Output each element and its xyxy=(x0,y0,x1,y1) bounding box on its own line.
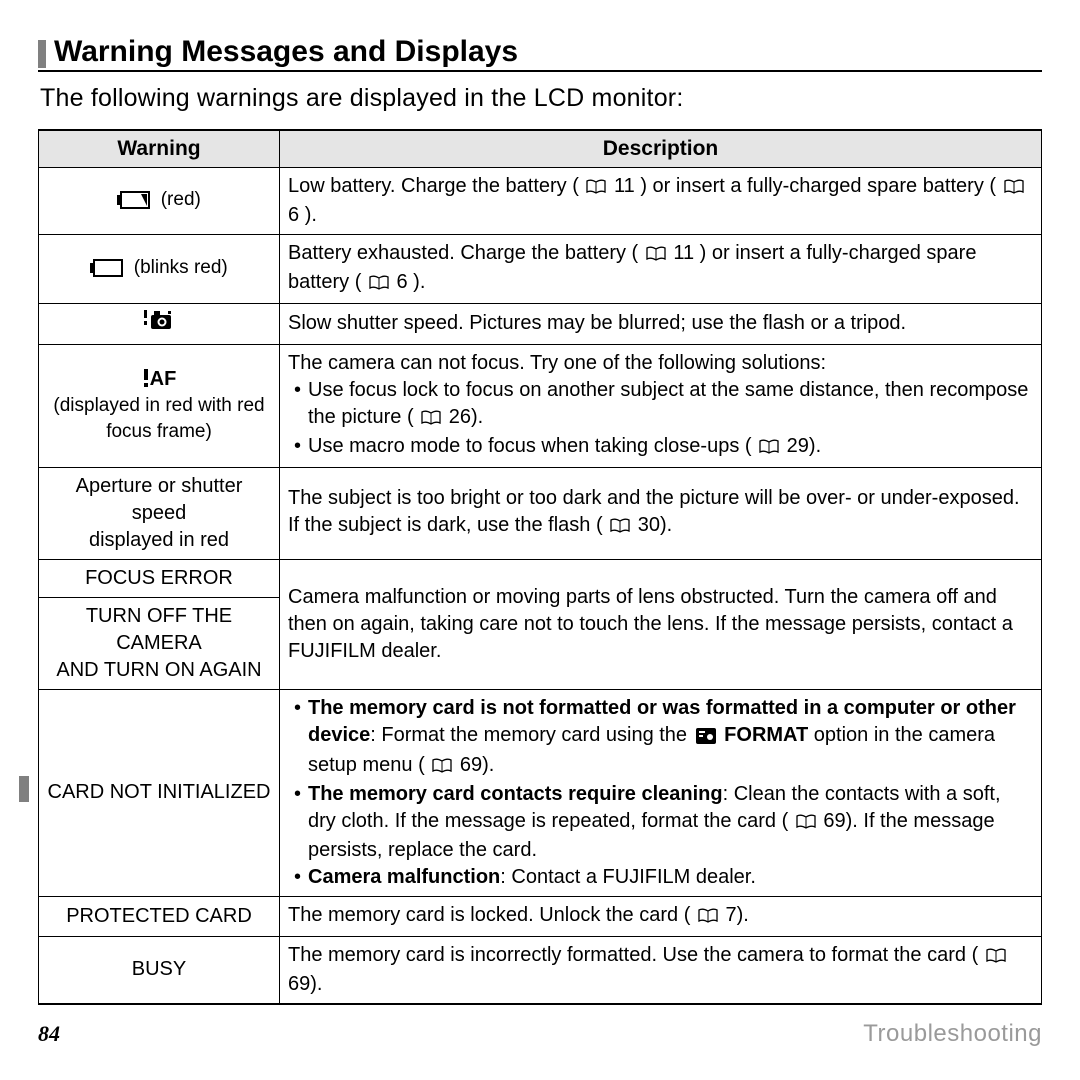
text-bold: Camera malfunction xyxy=(308,866,500,888)
col-warning: Warning xyxy=(39,130,280,168)
intro-text: The following warnings are displayed in … xyxy=(40,84,1042,113)
bullet-list: The memory card is not formatted or was … xyxy=(288,695,1033,891)
manual-ref-icon xyxy=(610,514,630,541)
table-row: FOCUS ERROR Camera malfunction or moving… xyxy=(39,559,1042,597)
page-ref: 29 xyxy=(787,435,809,457)
list-item: Use focus lock to focus on another subje… xyxy=(294,377,1033,433)
text: : Format the memory card using the xyxy=(370,724,692,746)
text: Use macro mode to focus when taking clos… xyxy=(308,435,752,457)
description-cell: Battery exhausted. Charge the battery ( … xyxy=(280,234,1042,303)
warning-label: AND TURN ON AGAIN xyxy=(47,657,271,684)
warnings-table: Warning Description (red) Low battery. C… xyxy=(38,129,1042,1005)
manual-page: Warning Messages and Displays The follow… xyxy=(0,0,1080,1080)
manual-ref-icon xyxy=(432,754,452,781)
warning-note: focus frame) xyxy=(47,419,271,445)
manual-ref-icon xyxy=(759,435,779,462)
format-icon xyxy=(696,725,716,752)
text: ). xyxy=(737,904,749,926)
warning-label: BUSY xyxy=(39,936,280,1004)
manual-ref-icon xyxy=(646,242,666,269)
warning-label: Aperture or shutter speed xyxy=(47,473,271,527)
page-ref: 69 xyxy=(288,973,310,995)
text: ). xyxy=(660,514,672,536)
page-footer: 84 Troubleshooting xyxy=(0,1020,1080,1048)
page-ref: 30 xyxy=(638,514,660,536)
description-cell: The camera can not focus. Try one of the… xyxy=(280,344,1042,467)
text: ). xyxy=(471,406,483,428)
text: Use focus lock to focus on another subje… xyxy=(308,379,1028,428)
section-name: Troubleshooting xyxy=(863,1020,1042,1048)
warning-label: displayed in red xyxy=(47,527,271,554)
list-item: The memory card contacts require cleanin… xyxy=(294,781,1033,864)
battery-low-icon xyxy=(117,189,151,216)
text: The memory card is incorrectly formatted… xyxy=(288,944,978,966)
section-heading: Warning Messages and Displays xyxy=(38,36,1042,72)
text: Low battery. Charge the battery ( xyxy=(288,175,579,197)
text: : Contact a FUJIFILM dealer. xyxy=(500,866,756,888)
text: ). xyxy=(310,973,322,995)
col-description: Description xyxy=(280,130,1042,168)
page-ref: 11 xyxy=(614,175,635,197)
text: ). xyxy=(482,754,494,776)
table-row: Aperture or shutter speed displayed in r… xyxy=(39,467,1042,559)
manual-ref-icon xyxy=(586,175,606,202)
page-ref: 6 xyxy=(396,271,407,293)
heading-accent-bar xyxy=(38,40,46,68)
list-item: The memory card is not formatted or was … xyxy=(294,695,1033,781)
camera-shake-icon xyxy=(144,309,174,339)
text: The memory card is locked. Unlock the ca… xyxy=(288,904,690,926)
battery-empty-icon xyxy=(90,257,124,284)
table-row: AF (displayed in red with red focus fram… xyxy=(39,344,1042,467)
page-ref: 11 xyxy=(673,242,694,264)
page-ref: 7 xyxy=(726,904,737,926)
description-cell: The memory card is not formatted or was … xyxy=(280,689,1042,896)
page-ref: 69 xyxy=(823,810,845,832)
text: ). xyxy=(809,435,821,457)
manual-ref-icon xyxy=(698,904,718,931)
bullet-list: Use focus lock to focus on another subje… xyxy=(288,377,1033,462)
table-row: BUSY The memory card is incorrectly form… xyxy=(39,936,1042,1004)
page-ref: 26 xyxy=(449,406,471,428)
text: ). xyxy=(305,204,317,226)
description-cell: Slow shutter speed. Pictures may be blur… xyxy=(280,303,1042,344)
description-cell: Camera malfunction or moving parts of le… xyxy=(280,559,1042,689)
description-cell: The memory card is incorrectly formatted… xyxy=(280,936,1042,1004)
warning-label: TURN OFF THE CAMERA xyxy=(47,603,271,657)
table-row: (red) Low battery. Charge the battery ( … xyxy=(39,167,1042,234)
page-ref: 6 xyxy=(288,204,299,226)
af-warning-icon: AF xyxy=(142,368,177,390)
text-bold: The memory card contacts require cleanin… xyxy=(308,783,723,805)
table-row: Slow shutter speed. Pictures may be blur… xyxy=(39,303,1042,344)
warning-label: FOCUS ERROR xyxy=(39,559,280,597)
heading-text: Warning Messages and Displays xyxy=(54,36,518,68)
text: ) or insert a fully-charged spare batter… xyxy=(640,175,996,197)
manual-ref-icon xyxy=(421,406,441,433)
warning-note: (displayed in red with red xyxy=(47,393,271,419)
description-cell: The memory card is locked. Unlock the ca… xyxy=(280,896,1042,936)
table-row: (blinks red) Battery exhausted. Charge t… xyxy=(39,234,1042,303)
page-ref: 69 xyxy=(460,754,482,776)
manual-ref-icon xyxy=(796,810,816,837)
manual-ref-icon xyxy=(986,944,1006,971)
warning-label: PROTECTED CARD xyxy=(39,896,280,936)
list-item: Camera malfunction: Contact a FUJIFILM d… xyxy=(294,864,1033,891)
table-row: CARD NOT INITIALIZED The memory card is … xyxy=(39,689,1042,896)
description-cell: Low battery. Charge the battery ( 11 ) o… xyxy=(280,167,1042,234)
warning-note: (blinks red) xyxy=(134,257,228,278)
warning-label: CARD NOT INITIALIZED xyxy=(39,689,280,896)
description-cell: The subject is too bright or too dark an… xyxy=(280,467,1042,559)
text: AF xyxy=(150,368,177,390)
manual-ref-icon xyxy=(369,271,389,298)
text: ). xyxy=(413,271,425,293)
text-bold: FORMAT xyxy=(724,724,808,746)
list-item: Use macro mode to focus when taking clos… xyxy=(294,433,1033,462)
text: The camera can not focus. Try one of the… xyxy=(288,350,1033,377)
warning-note: (red) xyxy=(161,189,201,210)
page-number: 84 xyxy=(38,1021,60,1047)
table-row: PROTECTED CARD The memory card is locked… xyxy=(39,896,1042,936)
manual-ref-icon xyxy=(1004,175,1024,202)
side-tab-marker xyxy=(19,776,29,802)
text: Battery exhausted. Charge the battery ( xyxy=(288,242,638,264)
